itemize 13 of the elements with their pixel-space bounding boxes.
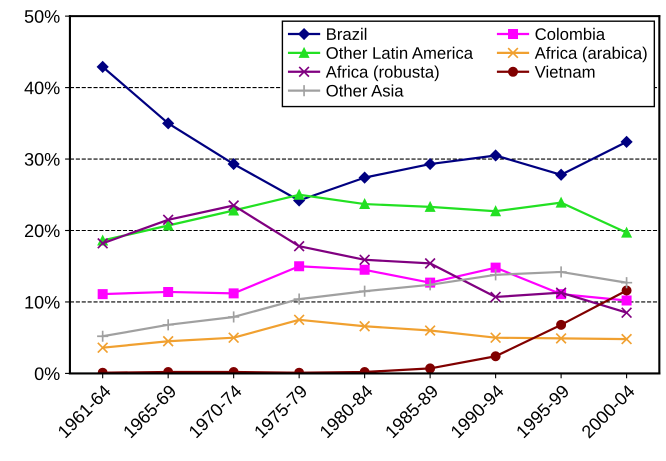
y-tick-label: 50% xyxy=(24,10,60,23)
y-tick-label: 0% xyxy=(34,367,60,380)
y-tick-label: 20% xyxy=(24,224,60,238)
legend-label: Other Asia xyxy=(326,84,404,97)
y-tick-label: 40% xyxy=(24,82,60,94)
legend-label: Africa (robusta) xyxy=(326,66,439,82)
legend-label: Other Latin America xyxy=(326,46,474,59)
legend-label: Vietnam xyxy=(534,66,594,78)
legend-label: Colombia xyxy=(536,28,606,40)
y-tick-label: 30% xyxy=(24,152,60,166)
legend-label: Africa (arabica) xyxy=(534,46,647,62)
legend-label: Brazil xyxy=(327,28,366,40)
y-tick-label: 10% xyxy=(25,296,60,309)
